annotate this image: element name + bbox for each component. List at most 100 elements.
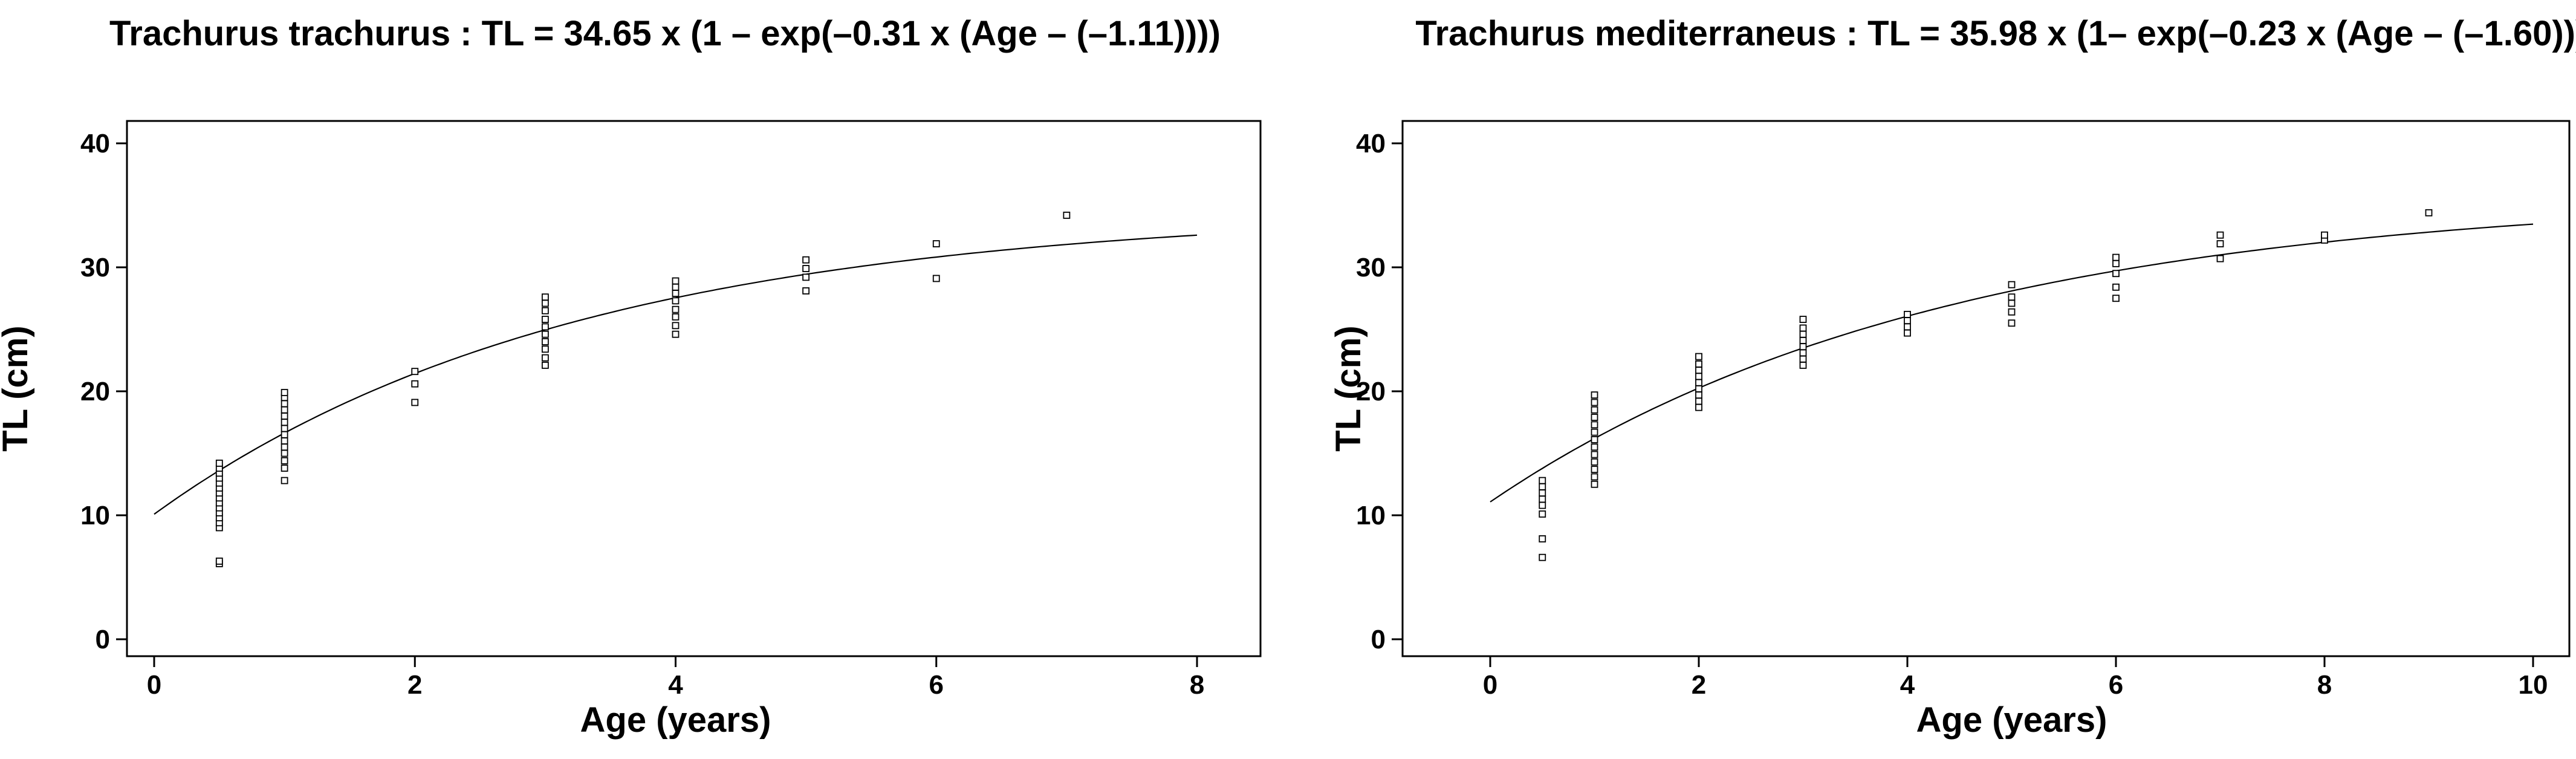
x-axis-label: Age (years) bbox=[580, 700, 771, 740]
data-point bbox=[541, 293, 549, 301]
data-point bbox=[672, 277, 680, 285]
data-point bbox=[802, 265, 810, 272]
x-tick-label: 8 bbox=[2317, 670, 2332, 700]
x-tick-label: 2 bbox=[1692, 670, 1706, 700]
data-point bbox=[1539, 535, 1546, 542]
data-point bbox=[281, 449, 288, 457]
data-point bbox=[281, 406, 288, 414]
data-point bbox=[1799, 324, 1807, 332]
data-point bbox=[2216, 240, 2224, 247]
data-point bbox=[215, 460, 223, 467]
y-axis-label: TL (cm) bbox=[0, 325, 35, 451]
data-point bbox=[1799, 316, 1807, 323]
y-tick-label: 10 bbox=[80, 501, 110, 530]
data-point bbox=[1695, 391, 1702, 399]
y-tick-label: 20 bbox=[1356, 377, 1386, 406]
data-point bbox=[541, 362, 549, 369]
data-point bbox=[932, 275, 940, 282]
data-point bbox=[672, 313, 680, 321]
data-point bbox=[1799, 349, 1807, 357]
data-point bbox=[1539, 510, 1546, 518]
data-point bbox=[2321, 231, 2328, 239]
data-point bbox=[1695, 353, 1702, 360]
data-point bbox=[1063, 211, 1071, 219]
data-point bbox=[672, 283, 680, 291]
data-point bbox=[1799, 330, 1807, 338]
data-point bbox=[672, 322, 680, 330]
data-point bbox=[1695, 379, 1702, 386]
data-point bbox=[1591, 466, 1598, 474]
data-point bbox=[1591, 443, 1598, 451]
data-point bbox=[541, 316, 549, 323]
growth-curve bbox=[154, 234, 1198, 515]
data-point bbox=[281, 457, 288, 464]
data-point bbox=[1591, 451, 1598, 458]
data-point bbox=[1591, 473, 1598, 481]
data-point bbox=[672, 305, 680, 313]
data-point bbox=[2008, 281, 2016, 288]
x-tick-label: 2 bbox=[407, 670, 422, 700]
x-tick-label: 4 bbox=[668, 670, 683, 700]
y-tick-label: 20 bbox=[80, 377, 110, 406]
data-point bbox=[2008, 293, 2016, 301]
data-point bbox=[281, 425, 288, 432]
data-point bbox=[2008, 319, 2016, 327]
data-point bbox=[1591, 421, 1598, 429]
plot-frame bbox=[1401, 120, 2571, 657]
data-point bbox=[1539, 483, 1546, 490]
data-point bbox=[2112, 259, 2120, 267]
data-point bbox=[1591, 399, 1598, 406]
data-point bbox=[1695, 385, 1702, 393]
x-tick-label: 0 bbox=[147, 670, 161, 700]
data-point bbox=[1799, 337, 1807, 344]
data-point bbox=[2112, 253, 2120, 261]
x-axis-label: Age (years) bbox=[1916, 700, 2107, 740]
data-point bbox=[672, 330, 680, 338]
data-point bbox=[541, 323, 549, 331]
data-point bbox=[281, 431, 288, 438]
y-tick-label: 40 bbox=[1356, 129, 1386, 158]
data-point bbox=[1539, 553, 1546, 561]
data-point bbox=[1695, 373, 1702, 380]
data-point bbox=[281, 443, 288, 451]
data-point bbox=[281, 412, 288, 420]
x-tick-label: 8 bbox=[1190, 670, 1204, 700]
data-point bbox=[1591, 428, 1598, 436]
data-point bbox=[1695, 397, 1702, 405]
chart-title: Trachurus mediterraneus : TL = 35.98 x (… bbox=[1415, 14, 2576, 53]
data-point bbox=[2008, 299, 2016, 307]
y-axis-label: TL (cm) bbox=[1329, 325, 1368, 451]
data-point bbox=[1539, 501, 1546, 509]
data-point bbox=[2112, 283, 2120, 291]
x-tick-label: 10 bbox=[2519, 670, 2548, 700]
data-point bbox=[802, 287, 810, 295]
data-point bbox=[2425, 209, 2433, 217]
data-point bbox=[1799, 355, 1807, 363]
data-point bbox=[2112, 270, 2120, 278]
data-point bbox=[1591, 458, 1598, 466]
data-point bbox=[281, 400, 288, 408]
data-point bbox=[1904, 323, 1911, 331]
data-point bbox=[281, 437, 288, 445]
data-point bbox=[541, 330, 549, 338]
data-point bbox=[802, 256, 810, 264]
data-point bbox=[1799, 343, 1807, 351]
growth-curve bbox=[1490, 223, 2534, 503]
y-tick-label: 40 bbox=[80, 129, 110, 158]
data-point bbox=[541, 299, 549, 307]
data-point bbox=[541, 345, 549, 353]
data-point bbox=[541, 307, 549, 314]
data-point bbox=[1904, 329, 1911, 337]
chart-panel-2: Trachurus mediterraneus : TL = 35.98 x (… bbox=[1329, 14, 2576, 740]
data-point bbox=[1695, 360, 1702, 368]
data-point bbox=[2008, 308, 2016, 316]
chart-title: Trachurus trachurus : TL = 34.65 x (1 – … bbox=[109, 14, 1221, 53]
data-point bbox=[1539, 495, 1546, 503]
x-tick-label: 6 bbox=[2109, 670, 2123, 700]
x-tick-label: 0 bbox=[1483, 670, 1497, 700]
data-point bbox=[281, 477, 288, 484]
data-point bbox=[1904, 311, 1911, 318]
data-point bbox=[1591, 414, 1598, 421]
data-point bbox=[1591, 391, 1598, 399]
data-point bbox=[411, 399, 419, 406]
